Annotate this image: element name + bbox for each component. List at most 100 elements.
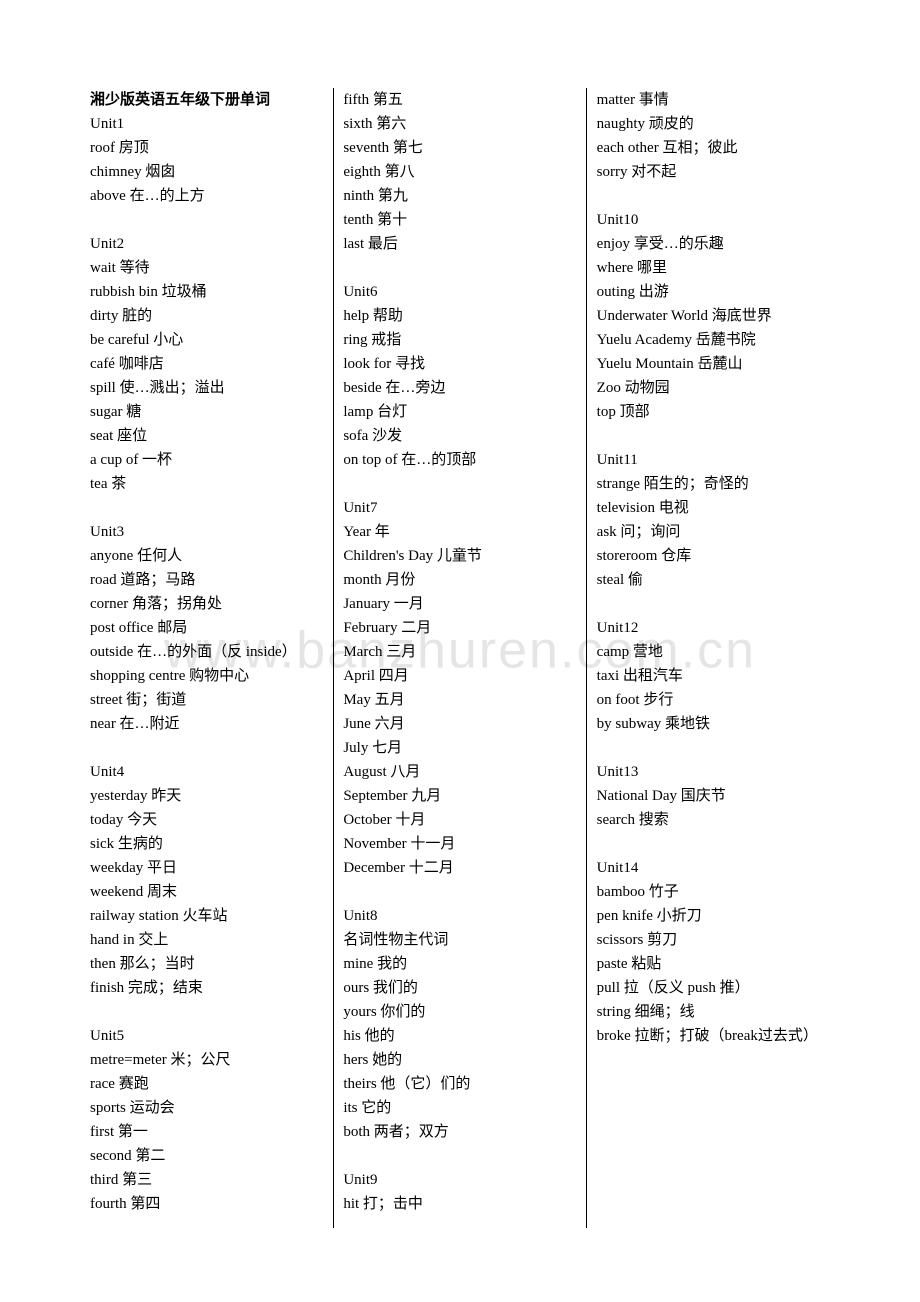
- vocab-entry: a cup of 一杯: [90, 448, 323, 472]
- vocab-entry: second 第二: [90, 1144, 323, 1168]
- unit-heading: Unit3: [90, 520, 323, 544]
- document-title: 湘少版英语五年级下册单词: [90, 88, 323, 112]
- vocab-entry: theirs 他（它）们的: [343, 1072, 576, 1096]
- vocab-entry: yours 你们的: [343, 1000, 576, 1024]
- vocab-entry: its 它的: [343, 1096, 576, 1120]
- vocab-entry: sports 运动会: [90, 1096, 323, 1120]
- vocab-entry: Yuelu Mountain 岳麓山: [597, 352, 830, 376]
- unit-spacer: [90, 496, 323, 520]
- vocab-entry: each other 互相；彼此: [597, 136, 830, 160]
- vocab-entry: top 顶部: [597, 400, 830, 424]
- vocab-entry: rubbish bin 垃圾桶: [90, 280, 323, 304]
- vocab-entry: road 道路；马路: [90, 568, 323, 592]
- unit-spacer: [343, 880, 576, 904]
- unit-spacer: [90, 1000, 323, 1024]
- unit-heading: Unit6: [343, 280, 576, 304]
- vocab-entry: Underwater World 海底世界: [597, 304, 830, 328]
- vocab-entry: storeroom 仓库: [597, 544, 830, 568]
- vocab-entry: Year 年: [343, 520, 576, 544]
- unit-heading: Unit14: [597, 856, 830, 880]
- vocab-entry: pen knife 小折刀: [597, 904, 830, 928]
- vocab-entry: by subway 乘地铁: [597, 712, 830, 736]
- vocab-entry: seventh 第七: [343, 136, 576, 160]
- vocab-entry: sick 生病的: [90, 832, 323, 856]
- vocab-entry: be careful 小心: [90, 328, 323, 352]
- vocab-entry: matter 事情: [597, 88, 830, 112]
- vocab-entry: steal 偷: [597, 568, 830, 592]
- unit-spacer: [343, 472, 576, 496]
- unit-spacer: [343, 1144, 576, 1168]
- unit-heading: Unit9: [343, 1168, 576, 1192]
- unit-spacer: [597, 592, 830, 616]
- vocab-entry: dirty 脏的: [90, 304, 323, 328]
- unit-heading: Unit1: [90, 112, 323, 136]
- vocab-entry: sugar 糖: [90, 400, 323, 424]
- vocab-entry: last 最后: [343, 232, 576, 256]
- vocab-entry: help 帮助: [343, 304, 576, 328]
- vocab-entry: naughty 顽皮的: [597, 112, 830, 136]
- vocab-entry: tenth 第十: [343, 208, 576, 232]
- vocab-entry: fifth 第五: [343, 88, 576, 112]
- vocab-entry: August 八月: [343, 760, 576, 784]
- unit-heading: Unit7: [343, 496, 576, 520]
- vocab-entry: on foot 步行: [597, 688, 830, 712]
- vocab-entry: post office 邮局: [90, 616, 323, 640]
- vocab-entry: railway station 火车站: [90, 904, 323, 928]
- vocab-entry: wait 等待: [90, 256, 323, 280]
- vocab-entry: hit 打；击中: [343, 1192, 576, 1216]
- vocab-entry: seat 座位: [90, 424, 323, 448]
- vocab-entry: hand in 交上: [90, 928, 323, 952]
- unit-spacer: [597, 424, 830, 448]
- vocab-entry: November 十一月: [343, 832, 576, 856]
- vocab-entry: bamboo 竹子: [597, 880, 830, 904]
- vocab-entry: hers 她的: [343, 1048, 576, 1072]
- vocab-entry: spill 使…溅出；溢出: [90, 376, 323, 400]
- vocab-entry: look for 寻找: [343, 352, 576, 376]
- vocab-entry: on top of 在…的顶部: [343, 448, 576, 472]
- vocab-entry: March 三月: [343, 640, 576, 664]
- vocab-entry: above 在…的上方: [90, 184, 323, 208]
- vocab-entry: then 那么；当时: [90, 952, 323, 976]
- vocab-entry: weekend 周末: [90, 880, 323, 904]
- vocab-entry: December 十二月: [343, 856, 576, 880]
- unit-spacer: [597, 184, 830, 208]
- vocab-entry: outing 出游: [597, 280, 830, 304]
- vocab-entry: near 在…附近: [90, 712, 323, 736]
- vocab-entry: eighth 第八: [343, 160, 576, 184]
- vocab-entry: string 细绳；线: [597, 1000, 830, 1024]
- vocab-entry: chimney 烟囱: [90, 160, 323, 184]
- vocab-entry: race 赛跑: [90, 1072, 323, 1096]
- unit-spacer: [343, 256, 576, 280]
- vocab-entry: July 七月: [343, 736, 576, 760]
- vocab-entry: paste 粘贴: [597, 952, 830, 976]
- vocab-entry: corner 角落；拐角处: [90, 592, 323, 616]
- vocab-entry: National Day 国庆节: [597, 784, 830, 808]
- unit-heading: Unit11: [597, 448, 830, 472]
- vocab-entry: first 第一: [90, 1120, 323, 1144]
- vocab-entry: search 搜索: [597, 808, 830, 832]
- vocab-entry: mine 我的: [343, 952, 576, 976]
- vocab-entry: May 五月: [343, 688, 576, 712]
- vocab-entry: June 六月: [343, 712, 576, 736]
- unit-spacer: [90, 736, 323, 760]
- unit-heading: Unit12: [597, 616, 830, 640]
- unit-spacer: [597, 832, 830, 856]
- vocab-entry: January 一月: [343, 592, 576, 616]
- vocab-entry: weekday 平日: [90, 856, 323, 880]
- vocab-entry: metre=meter 米；公尺: [90, 1048, 323, 1072]
- vocab-entry: 名词性物主代词: [343, 928, 576, 952]
- vocab-entry: taxi 出租汽车: [597, 664, 830, 688]
- vocab-entry: month 月份: [343, 568, 576, 592]
- vocab-entry: strange 陌生的；奇怪的: [597, 472, 830, 496]
- unit-spacer: [90, 208, 323, 232]
- vocab-entry: Children's Day 儿童节: [343, 544, 576, 568]
- vocab-entry: finish 完成；结束: [90, 976, 323, 1000]
- unit-spacer: [597, 736, 830, 760]
- vocab-entry: sorry 对不起: [597, 160, 830, 184]
- vocab-entry: September 九月: [343, 784, 576, 808]
- vocab-entry: February 二月: [343, 616, 576, 640]
- vocab-entry: television 电视: [597, 496, 830, 520]
- vocab-entry: third 第三: [90, 1168, 323, 1192]
- vocab-entry: scissors 剪刀: [597, 928, 830, 952]
- vocab-entry: where 哪里: [597, 256, 830, 280]
